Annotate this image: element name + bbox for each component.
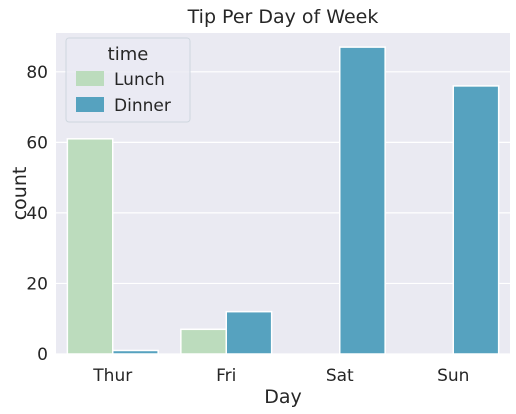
x-tick-label: Sun [437,366,469,386]
x-tick-labels: Thur Fri Sat Sun [92,366,469,386]
x-tick-label: Sat [326,366,354,386]
y-tick-label: 40 [26,204,48,224]
legend-label-lunch: Lunch [114,70,165,90]
bars [66,46,500,355]
bar-dinner-sat [339,46,386,355]
legend-label-dinner: Dinner [114,96,171,116]
x-tick-label: Fri [216,366,236,386]
legend: time Lunch Dinner [65,37,191,123]
chart-title: Tip Per Day of Week [187,6,379,28]
y-tick-label: 0 [37,345,48,365]
legend-title: time [108,44,149,65]
x-tick-label: Thur [92,366,132,386]
y-tick-labels: 0 20 40 60 80 [26,63,48,365]
bar-lunch-thur [66,138,114,355]
bar-dinner-thur [112,349,159,355]
bar-lunch-fri [180,328,228,355]
y-tick-label: 80 [26,63,48,83]
bar-dinner-sun [452,85,500,355]
bar-dinner-fri [225,310,273,355]
legend-swatch-dinner [76,97,104,112]
legend-swatch-lunch [76,71,104,86]
y-tick-label: 20 [26,274,48,294]
y-axis-label: count [9,167,31,221]
x-axis-label: Day [264,386,302,408]
y-tick-label: 60 [26,133,48,153]
